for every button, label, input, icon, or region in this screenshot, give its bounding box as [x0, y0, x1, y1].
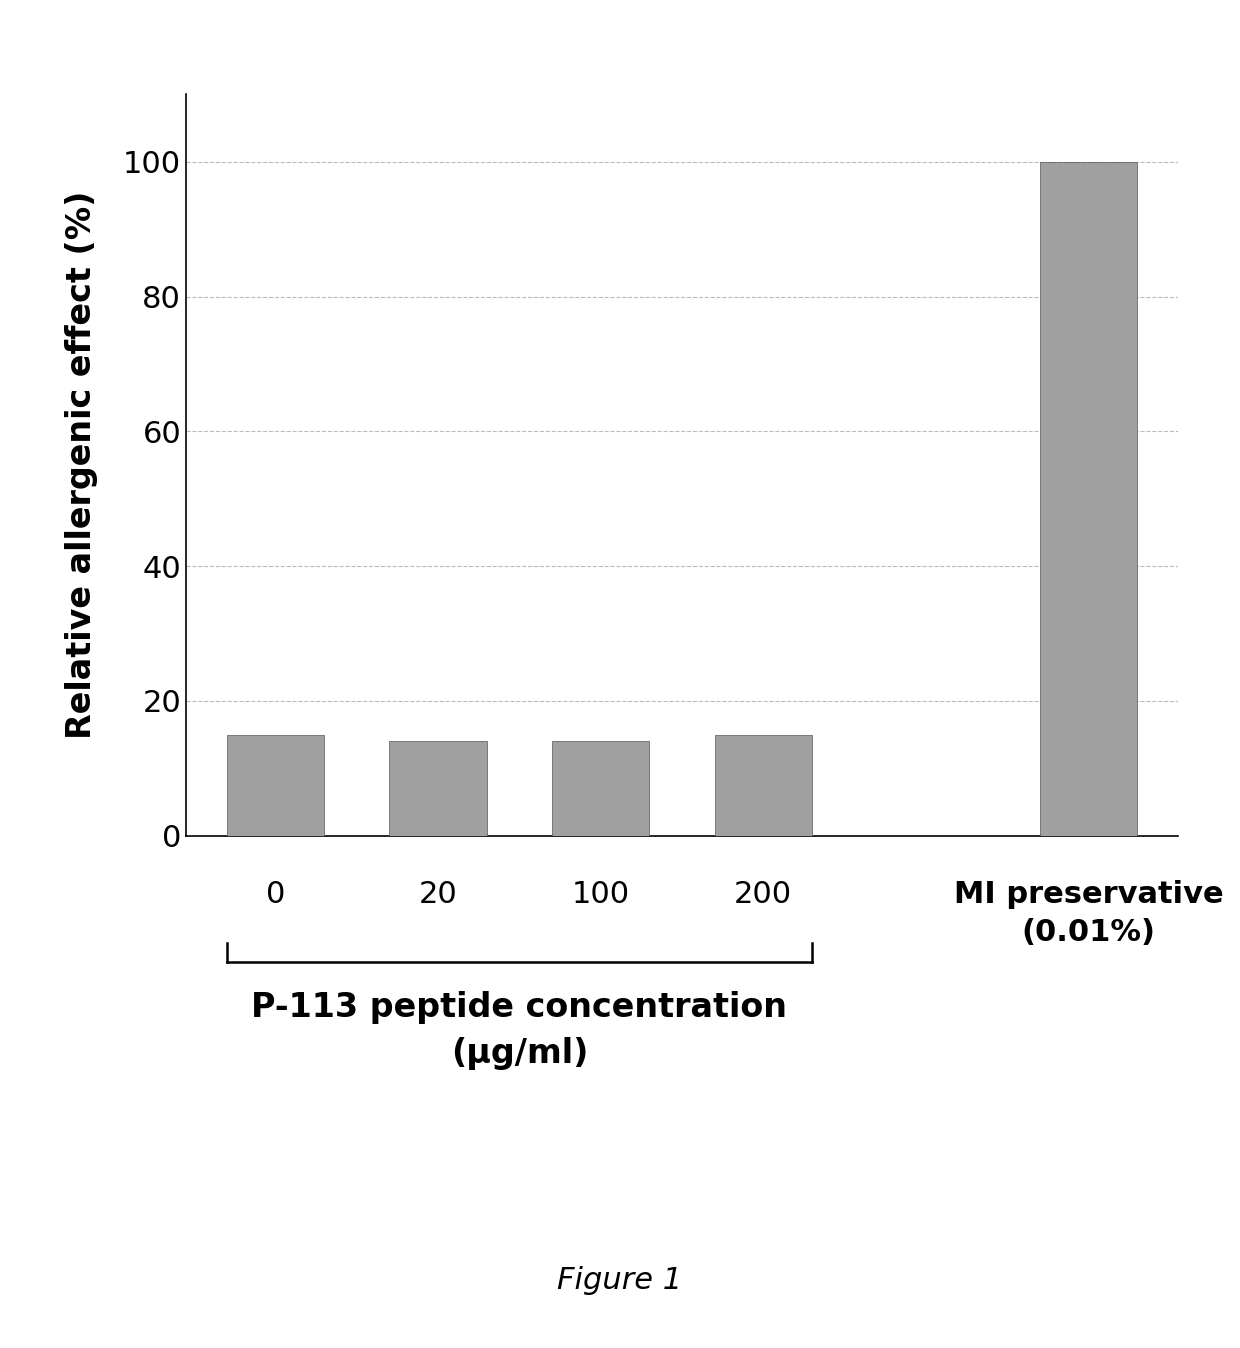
Text: MI preservative
(0.01%): MI preservative (0.01%) [954, 880, 1224, 948]
Bar [389, 741, 487, 836]
Text: 100: 100 [572, 880, 630, 910]
Bar [552, 741, 650, 836]
Text: 200: 200 [734, 880, 792, 910]
Text: Figure 1: Figure 1 [558, 1266, 682, 1295]
Text: P-113 peptide concentration
(μg/ml): P-113 peptide concentration (μg/ml) [252, 992, 787, 1070]
Bar [227, 735, 324, 836]
Text: 20: 20 [419, 880, 458, 910]
Bar [714, 735, 812, 836]
Text: 0: 0 [265, 880, 285, 910]
Y-axis label: Relative allergenic effect (%): Relative allergenic effect (%) [64, 191, 98, 739]
Bar [1040, 162, 1137, 836]
